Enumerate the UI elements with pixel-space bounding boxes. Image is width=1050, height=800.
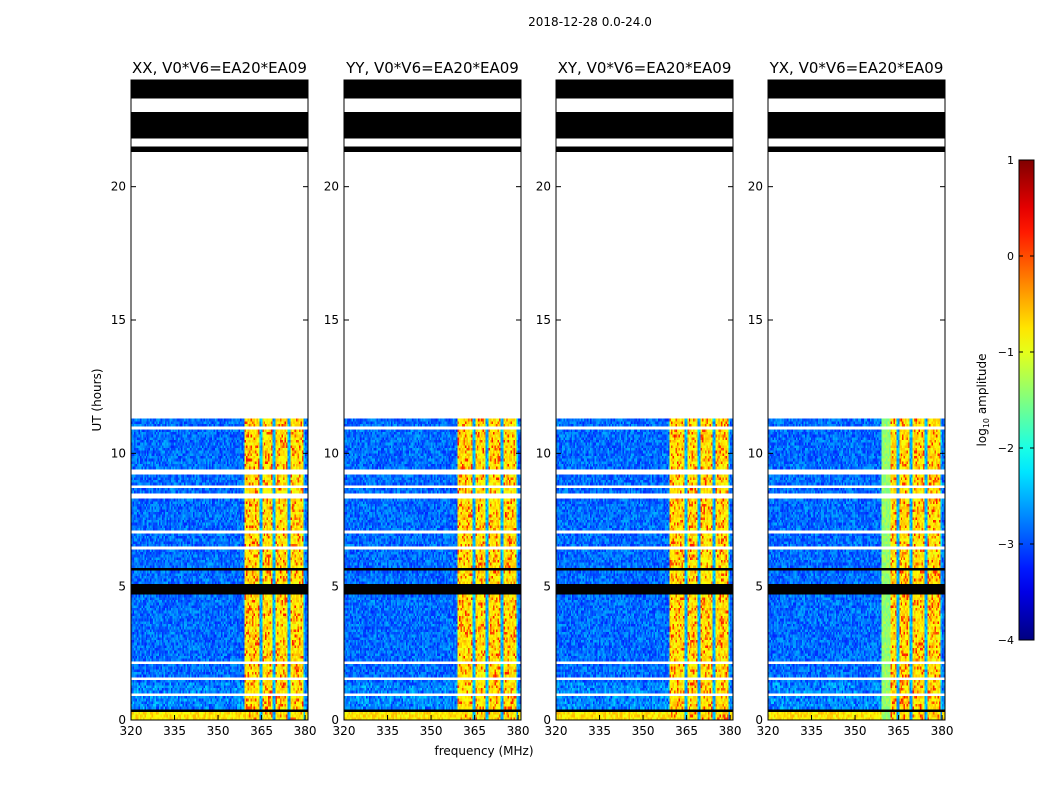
colorbar-tick-label: −2 — [998, 442, 1014, 455]
figure-title: 2018-12-28 0.0-24.0 — [528, 15, 652, 29]
colorbar-tick-label: 1 — [1007, 154, 1014, 167]
y-tick-label: 10 — [111, 446, 126, 460]
spectrogram-image — [344, 80, 521, 720]
colorbar-tick-label: 0 — [1007, 250, 1014, 263]
x-tick-label: 320 — [120, 724, 143, 738]
panel-xx: 320 335 350 365 380 0 5 10 15 20 XX, V0*V6=EA20*EA… — [111, 59, 317, 738]
axes-frame — [343, 79, 522, 721]
x-tick-label: 365 — [675, 724, 698, 738]
x-tick-label: 335 — [800, 724, 823, 738]
x-tick-label: 380 — [931, 724, 954, 738]
axes-frame — [767, 79, 946, 721]
x-tick-label: 335 — [376, 724, 399, 738]
y-tick-label: 5 — [755, 580, 763, 594]
panel-title: YY, V0*V6=EA20*EA09 — [345, 59, 519, 77]
panel-title: YX, V0*V6=EA20*EA09 — [769, 59, 944, 77]
panel-title: XX, V0*V6=EA20*EA09 — [132, 59, 307, 77]
y-tick-label: 0 — [331, 713, 339, 727]
x-tick-label: 380 — [719, 724, 742, 738]
y-tick-label: 5 — [331, 580, 339, 594]
y-tick-label: 15 — [324, 313, 339, 327]
y-tick-label: 10 — [536, 446, 551, 460]
y-tick-label: 20 — [536, 180, 551, 194]
y-tick-label: 10 — [748, 446, 763, 460]
y-tick-label: 20 — [324, 180, 339, 194]
colorbar-tick-label: −4 — [998, 634, 1014, 647]
x-axis-label: frequency (MHz) — [434, 744, 533, 758]
x-tick-label: 335 — [588, 724, 611, 738]
x-tick-label: 350 — [632, 724, 655, 738]
x-tick-label: 365 — [887, 724, 910, 738]
y-tick-label: 15 — [748, 313, 763, 327]
spectrogram-image — [131, 80, 308, 720]
spectrogram-image — [556, 80, 733, 720]
colorbar-tick-label: −1 — [998, 346, 1014, 359]
x-tick-label: 365 — [250, 724, 273, 738]
panel-xy: 320 335 350 365 380 0 5 10 15 20 XY, V0*V6=EA20*EA… — [536, 59, 742, 738]
panel-yx: 320 335 350 365 380 0 5 10 15 20 YX, V0*V6=EA20*EA… — [748, 59, 954, 738]
x-tick-label: 380 — [294, 724, 317, 738]
y-axis-label: UT (hours) — [90, 368, 104, 431]
x-tick-label: 380 — [507, 724, 530, 738]
y-tick-label: 5 — [118, 580, 126, 594]
x-tick-label: 335 — [163, 724, 186, 738]
spectrogram-image — [768, 80, 945, 720]
colorbar-tick-label: −3 — [998, 538, 1014, 551]
y-tick-label: 15 — [536, 313, 551, 327]
colorbar-gradient — [1018, 159, 1035, 641]
x-tick-label: 350 — [207, 724, 230, 738]
axes-frame — [130, 79, 309, 721]
y-tick-label: 5 — [543, 580, 551, 594]
panel-yy: 320 335 350 365 380 0 5 10 15 20 YY, V0*V6=EA20*EA… — [324, 59, 530, 738]
colorbar-label: log10 amplitude — [975, 354, 991, 447]
y-tick-label: 15 — [111, 313, 126, 327]
y-tick-label: 20 — [748, 180, 763, 194]
y-tick-label: 0 — [755, 713, 763, 727]
x-tick-label: 365 — [463, 724, 486, 738]
x-tick-label: 320 — [333, 724, 356, 738]
y-tick-label: 20 — [111, 180, 126, 194]
x-tick-label: 350 — [844, 724, 867, 738]
panel-title: XY, V0*V6=EA20*EA09 — [558, 59, 732, 77]
y-tick-label: 0 — [118, 713, 126, 727]
axes-frame — [555, 79, 734, 721]
y-tick-label: 0 — [543, 713, 551, 727]
x-tick-label: 320 — [757, 724, 780, 738]
colorbar: 1 0 −1 −2 −3 −4 log10 amplitude — [975, 154, 1035, 647]
x-tick-label: 350 — [420, 724, 443, 738]
x-tick-label: 320 — [545, 724, 568, 738]
y-tick-label: 10 — [324, 446, 339, 460]
